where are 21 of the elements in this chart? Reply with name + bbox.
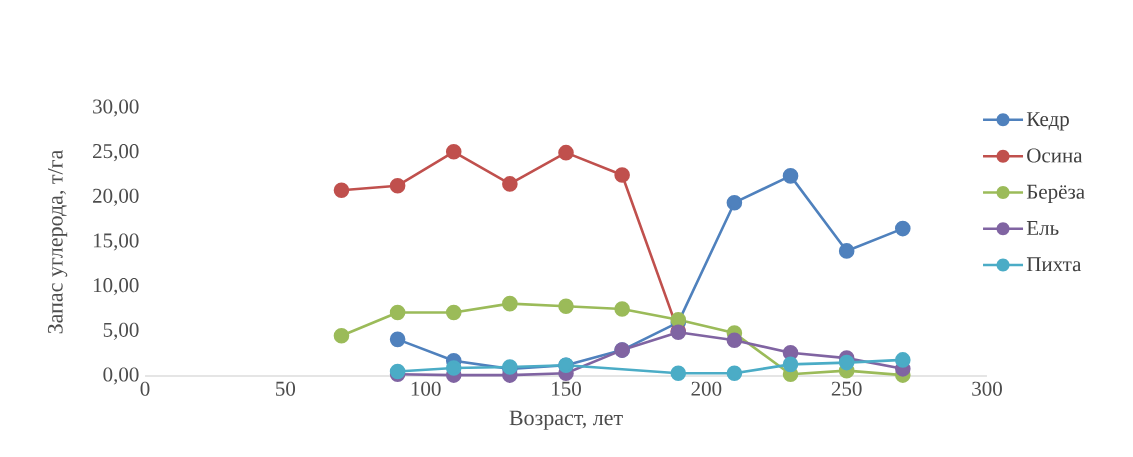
y-tick-label: 10,00 bbox=[93, 278, 139, 296]
y-tick-label: 30,00 bbox=[93, 99, 139, 117]
x-tick-label: 300 bbox=[972, 381, 1002, 396]
y-tick-label: 5,00 bbox=[103, 322, 139, 340]
y-axis-title: Запас углерода, т/га bbox=[47, 149, 68, 334]
legend-label: Пихта bbox=[1026, 257, 1082, 272]
x-tick-label: 50 bbox=[276, 381, 296, 396]
x-axis-title: Возраст, лет bbox=[509, 410, 623, 430]
x-tick-label: 150 bbox=[552, 381, 581, 396]
x-tick-label: 0 bbox=[140, 381, 150, 396]
x-tick-label: 200 bbox=[691, 381, 722, 396]
y-tick-label: 0,00 bbox=[103, 367, 139, 385]
legend-label: Кедр bbox=[1026, 112, 1069, 131]
legend-label: Берёза bbox=[1026, 184, 1085, 204]
legend-label: Ель bbox=[1026, 221, 1059, 236]
x-tick-label: 100 bbox=[411, 381, 441, 396]
y-tick-label: 25,00 bbox=[93, 144, 139, 162]
x-tick-label: 250 bbox=[831, 381, 862, 396]
legend-label: Осина bbox=[1027, 148, 1083, 163]
y-tick-label: 15,00 bbox=[93, 233, 139, 251]
y-tick-label: 20,00 bbox=[93, 188, 139, 206]
